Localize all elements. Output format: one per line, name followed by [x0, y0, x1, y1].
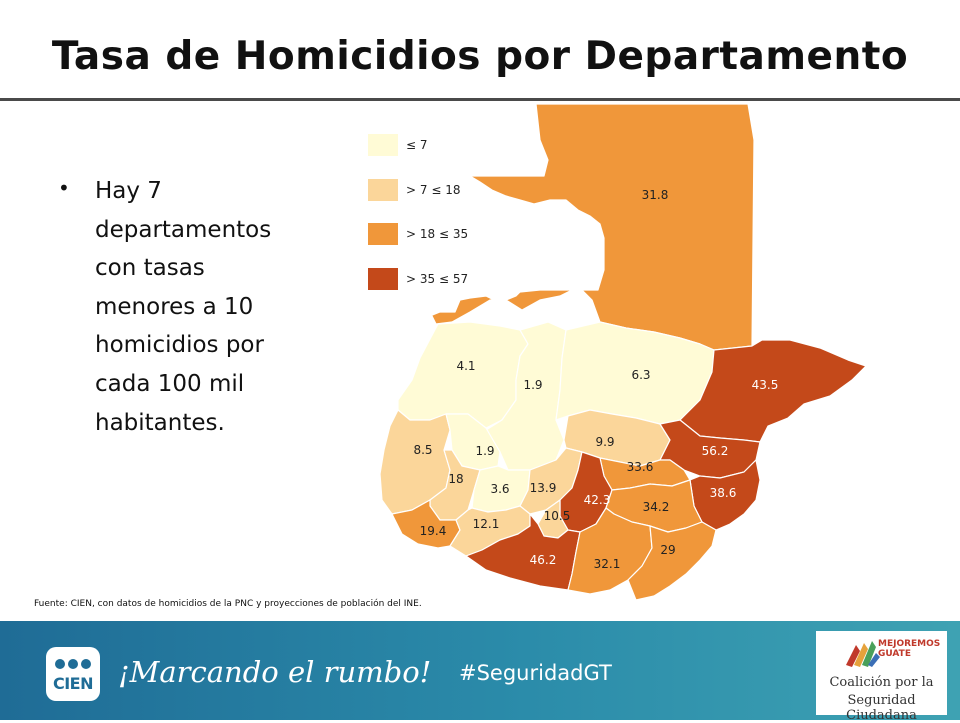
dept-value-label: 29	[660, 543, 675, 557]
legend-item: > 7 ≤ 18	[368, 179, 508, 207]
dept-value-label: 9.9	[595, 435, 614, 449]
dept-value-label: 8.5	[413, 443, 432, 457]
dept-value-label: 31.8	[642, 188, 669, 202]
dept-value-label: 38.6	[710, 486, 737, 500]
legend-swatch	[368, 179, 398, 201]
dept-value-label: 32.1	[594, 557, 621, 571]
source-note: Fuente: CIEN, con datos de homicidios de…	[34, 599, 422, 609]
dept-value-label: 13.9	[530, 481, 557, 495]
legend-item: > 18 ≤ 35	[368, 223, 508, 251]
coalition-top-line2: GUATE	[878, 649, 911, 659]
cien-logo: CIEN	[46, 647, 100, 701]
legend-label: ≤ 7	[406, 138, 428, 152]
coalition-name-line2: Seguridad Ciudadana	[846, 693, 917, 723]
dept-value-label: 10.5	[544, 509, 571, 523]
dept-value-label: 46.2	[530, 553, 557, 567]
dept-escuintla	[465, 513, 581, 591]
cien-dots-icon	[55, 659, 91, 669]
legend-label: > 7 ≤ 18	[406, 183, 461, 197]
dept-value-label: 12.1	[473, 517, 500, 531]
footer-banner: CIEN ¡Marcando el rumbo! #SeguridadGT ME…	[0, 621, 960, 723]
dept-value-label: 18	[448, 472, 463, 486]
dept-value-label: 19.4	[420, 524, 447, 538]
bullet-text: Hay 7 departamentos con tasas menores a …	[95, 178, 272, 436]
dept-value-label: 33.6	[627, 460, 654, 474]
slide-title: Tasa de Homicidios por Departamento	[51, 34, 909, 79]
dept-value-label: 34.2	[643, 500, 670, 514]
legend-swatch	[368, 223, 398, 245]
coalition-mark-icon	[846, 641, 880, 667]
dept-jutiapa	[627, 521, 717, 601]
bullet-icon: •	[58, 176, 70, 200]
dept-value-label: 43.5	[752, 378, 779, 392]
coalition-top-line1: MEJOREMOS	[878, 639, 941, 649]
legend-label: > 18 ≤ 35	[406, 227, 469, 241]
legend-label: > 35 ≤ 57	[406, 272, 469, 286]
cien-logo-text: CIEN	[52, 674, 94, 693]
coalition-name-line1: Coalición por la	[829, 675, 934, 690]
legend-item: > 35 ≤ 57	[368, 268, 508, 296]
title-divider	[0, 98, 960, 101]
legend-item: ≤ 7	[368, 134, 508, 162]
legend-swatch	[368, 268, 398, 290]
legend-swatch	[368, 134, 398, 156]
dept-value-label: 3.6	[490, 482, 509, 496]
slogan: ¡Marcando el rumbo!	[118, 655, 432, 689]
dept-value-label: 1.9	[523, 378, 542, 392]
dept-value-label: 4.1	[456, 359, 475, 373]
dept-value-label: 56.2	[702, 444, 729, 458]
coalition-logo: MEJOREMOS GUATE Coalición por la Segurid…	[816, 631, 947, 723]
hashtag: #SeguridadGT	[459, 661, 612, 685]
dept-value-label: 6.3	[631, 368, 650, 382]
dept-peten	[429, 103, 755, 351]
dept-value-label: 1.9	[475, 444, 494, 458]
dept-value-label: 42.3	[584, 493, 611, 507]
